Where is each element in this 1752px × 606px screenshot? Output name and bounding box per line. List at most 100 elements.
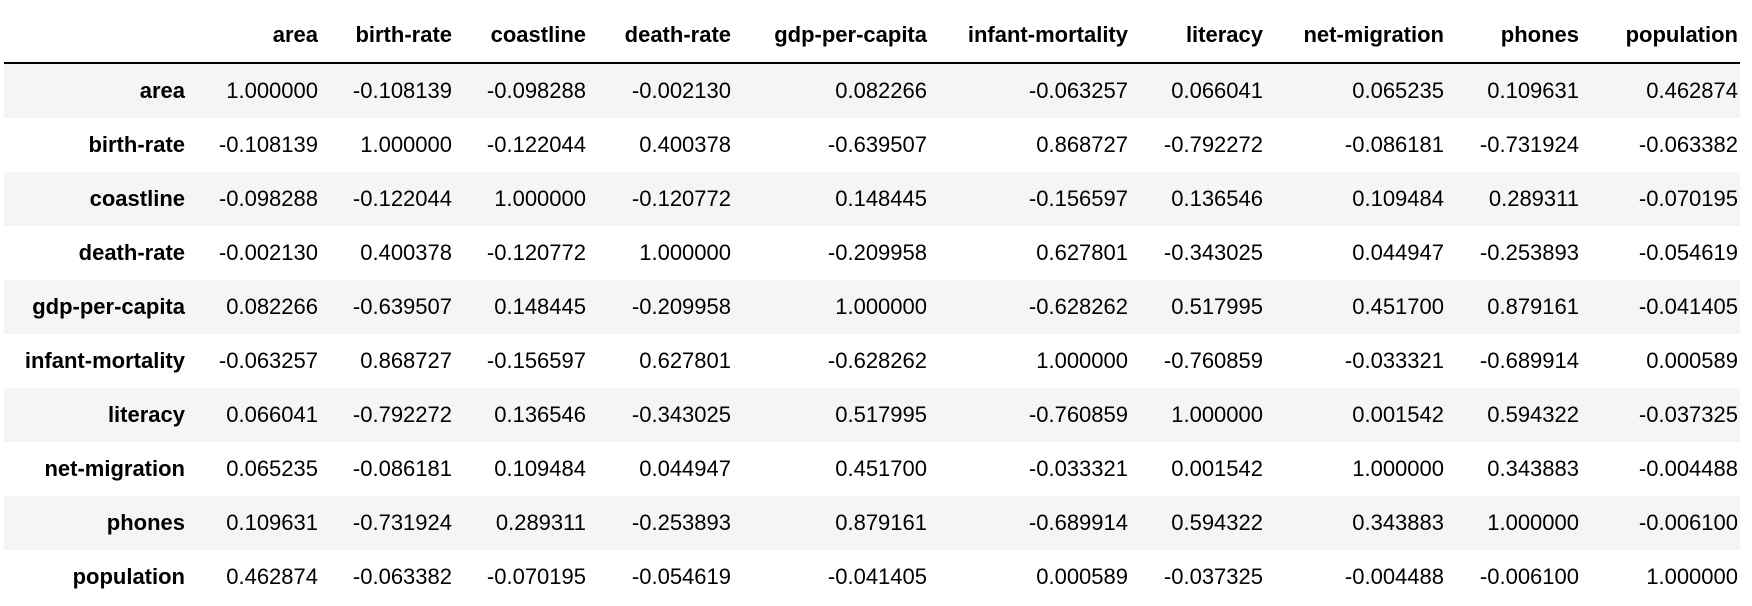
table-cell: 0.400378 — [639, 132, 731, 157]
row-label: death-rate — [78, 240, 185, 265]
table-cell: 1.000000 — [360, 132, 452, 157]
table-cell: -0.731924 — [1479, 132, 1579, 157]
column-header-literacy: literacy — [1140, 8, 1275, 64]
table-cell: 1.000000 — [1646, 564, 1738, 589]
table-cell: -0.006100 — [1479, 564, 1579, 589]
table-cell: -0.760859 — [1163, 348, 1263, 373]
table-cell: -0.122044 — [352, 186, 452, 211]
table-cell: 0.594322 — [1171, 510, 1263, 535]
table-cell: -0.033321 — [1028, 456, 1128, 481]
row-label: phones — [106, 510, 185, 535]
table-header: area birth-rate coastline death-rate gdp-per… — [4, 8, 1740, 64]
row-label: population — [72, 564, 185, 589]
table-cell: -0.098288 — [486, 78, 586, 103]
table-row: phones 0.109631 -0.731924 0.289311 -0.253893… — [4, 496, 1740, 550]
table-cell: 0.001542 — [1171, 456, 1263, 481]
table-cell: 0.400378 — [360, 240, 452, 265]
table-row: area 1.000000 -0.108139 -0.098288 -0.002130 0… — [4, 63, 1740, 118]
table-cell: -0.689914 — [1479, 348, 1579, 373]
table-cell: 0.343883 — [1487, 456, 1579, 481]
column-header-infant-mortality: infant-mortality — [939, 8, 1140, 64]
table-cell: 0.451700 — [1352, 294, 1444, 319]
table-cell: -0.343025 — [631, 402, 731, 427]
row-label: birth-rate — [88, 132, 185, 157]
table-cell: 1.000000 — [1036, 348, 1128, 373]
table-cell: 0.868727 — [1036, 132, 1128, 157]
table-cell: -0.004488 — [1344, 564, 1444, 589]
table-cell: -0.628262 — [827, 348, 927, 373]
table-row: death-rate -0.002130 0.400378 -0.120772 1.00… — [4, 226, 1740, 280]
table-cell: -0.063382 — [1638, 132, 1738, 157]
table-cell: 0.517995 — [1171, 294, 1263, 319]
table-cell: 0.044947 — [639, 456, 731, 481]
column-header-net-migration: net-migration — [1275, 8, 1456, 64]
table-cell: -0.792272 — [1163, 132, 1263, 157]
table-cell: -0.086181 — [352, 456, 452, 481]
table-row: population 0.462874 -0.063382 -0.070195 -0.0… — [4, 550, 1740, 604]
table-cell: -0.792272 — [352, 402, 452, 427]
table-body: area 1.000000 -0.108139 -0.098288 -0.002130 0… — [4, 63, 1740, 604]
table-cell: 1.000000 — [1171, 402, 1263, 427]
table-cell: 0.868727 — [360, 348, 452, 373]
table-cell: 1.000000 — [1487, 510, 1579, 535]
table-cell: -0.253893 — [1479, 240, 1579, 265]
table-cell: -0.041405 — [827, 564, 927, 589]
row-label: coastline — [89, 186, 185, 211]
table-cell: -0.070195 — [1638, 186, 1738, 211]
table-cell: -0.628262 — [1028, 294, 1128, 319]
table-cell: -0.004488 — [1638, 456, 1738, 481]
table-cell: -0.343025 — [1163, 240, 1263, 265]
table-cell: -0.054619 — [1638, 240, 1738, 265]
table-cell: 1.000000 — [494, 186, 586, 211]
table-cell: -0.689914 — [1028, 510, 1128, 535]
index-header-cell — [4, 8, 197, 64]
column-header-area: area — [197, 8, 330, 64]
table-cell: 0.517995 — [835, 402, 927, 427]
table-cell: 0.001542 — [1352, 402, 1444, 427]
table-cell: -0.063257 — [1028, 78, 1128, 103]
table-cell: 0.627801 — [1036, 240, 1128, 265]
table-cell: -0.002130 — [631, 78, 731, 103]
table-cell: -0.108139 — [218, 132, 318, 157]
table-cell: -0.033321 — [1344, 348, 1444, 373]
correlation-table-frame: area birth-rate coastline death-rate gdp-per… — [4, 8, 1740, 604]
table-cell: 0.879161 — [1487, 294, 1579, 319]
table-cell: -0.063382 — [352, 564, 452, 589]
column-header-gdp-per-capita: gdp-per-capita — [743, 8, 939, 64]
table-cell: 0.136546 — [494, 402, 586, 427]
table-cell: -0.156597 — [1028, 186, 1128, 211]
table-cell: -0.156597 — [486, 348, 586, 373]
column-header-death-rate: death-rate — [598, 8, 743, 64]
table-cell: 0.148445 — [835, 186, 927, 211]
table-cell: 1.000000 — [226, 78, 318, 103]
table-cell: 0.066041 — [1171, 78, 1263, 103]
table-cell: -0.054619 — [631, 564, 731, 589]
table-cell: 0.065235 — [1352, 78, 1444, 103]
table-cell: 0.044947 — [1352, 240, 1444, 265]
header-row: area birth-rate coastline death-rate gdp-per… — [4, 8, 1740, 64]
table-cell: 0.109484 — [494, 456, 586, 481]
table-row: literacy 0.066041 -0.792272 0.136546 -0.3430… — [4, 388, 1740, 442]
table-cell: -0.120772 — [486, 240, 586, 265]
table-cell: 0.082266 — [226, 294, 318, 319]
row-label: infant-mortality — [24, 348, 185, 373]
table-cell: 0.343883 — [1352, 510, 1444, 535]
table-cell: -0.209958 — [631, 294, 731, 319]
row-label: literacy — [107, 402, 185, 427]
table-cell: 0.289311 — [1488, 186, 1579, 211]
table-cell: -0.731924 — [352, 510, 452, 535]
table-cell: 0.594322 — [1487, 402, 1579, 427]
table-row: birth-rate -0.108139 1.000000 -0.122044 0.40… — [4, 118, 1740, 172]
table-cell: 0.462874 — [1646, 78, 1738, 103]
table-cell: -0.002130 — [218, 240, 318, 265]
table-cell: 0.879161 — [835, 510, 927, 535]
table-cell: 0.000589 — [1646, 348, 1738, 373]
table-cell: -0.760859 — [1028, 402, 1128, 427]
table-cell: 0.627801 — [639, 348, 731, 373]
table-cell: 0.462874 — [226, 564, 318, 589]
table-cell: 0.289311 — [495, 510, 586, 535]
table-row: net-migration 0.065235 -0.086181 0.109484 0.… — [4, 442, 1740, 496]
table-cell: -0.122044 — [486, 132, 586, 157]
table-cell: 0.148445 — [494, 294, 586, 319]
table-cell: 0.451700 — [835, 456, 927, 481]
